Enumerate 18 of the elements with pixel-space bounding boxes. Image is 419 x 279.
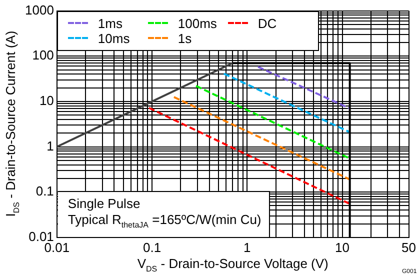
legend-label: DC <box>258 16 277 31</box>
x-axis-title: V$_{DS}$ - Drain-to-Source Voltage (V) <box>137 256 328 274</box>
legend-label: 100ms <box>178 16 217 31</box>
legend-label: 10ms <box>98 30 130 46</box>
y-tick-label: 0.01 <box>28 228 54 244</box>
x-tick-label: 10 <box>335 240 350 255</box>
y-tick-label: 1 <box>46 138 54 154</box>
annotation: Typical R$_{thetaJA}$ =165ºC/W(min Cu) <box>68 212 262 232</box>
x-tick-label: 1 <box>244 240 251 255</box>
y-tick-label: 10 <box>39 93 54 108</box>
legend-label: 1s <box>178 30 192 46</box>
x-tick-label: 50 <box>402 240 416 255</box>
y-tick-label: 1000 <box>25 2 54 18</box>
legend-label: 1ms <box>98 16 122 31</box>
annotation: Single Pulse <box>68 196 142 212</box>
x-tick-label: 0.1 <box>143 240 162 255</box>
y-tick-label: 100 <box>32 48 54 63</box>
y-tick-label: 0.1 <box>36 184 54 199</box>
